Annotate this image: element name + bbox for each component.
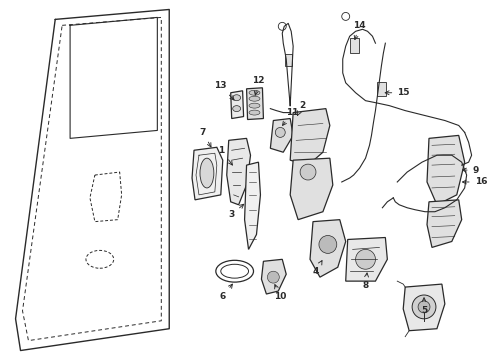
Polygon shape bbox=[289, 109, 329, 165]
Circle shape bbox=[275, 127, 285, 138]
Ellipse shape bbox=[248, 96, 260, 101]
Polygon shape bbox=[246, 88, 263, 120]
Ellipse shape bbox=[248, 103, 260, 108]
Polygon shape bbox=[289, 158, 332, 220]
Polygon shape bbox=[426, 135, 464, 205]
Text: 6: 6 bbox=[219, 284, 232, 301]
Text: 14: 14 bbox=[352, 21, 365, 40]
Polygon shape bbox=[244, 162, 260, 249]
Text: 2: 2 bbox=[297, 101, 305, 116]
Circle shape bbox=[417, 301, 429, 313]
Text: 3: 3 bbox=[228, 204, 243, 219]
Circle shape bbox=[267, 271, 279, 283]
Text: 1: 1 bbox=[218, 146, 232, 165]
Ellipse shape bbox=[232, 95, 240, 101]
Circle shape bbox=[355, 249, 375, 269]
Text: 15: 15 bbox=[385, 88, 409, 97]
Ellipse shape bbox=[248, 110, 260, 115]
Circle shape bbox=[411, 295, 435, 319]
FancyBboxPatch shape bbox=[377, 82, 386, 96]
Polygon shape bbox=[403, 284, 444, 331]
Ellipse shape bbox=[232, 105, 240, 112]
FancyBboxPatch shape bbox=[285, 54, 291, 66]
Polygon shape bbox=[309, 220, 345, 277]
Polygon shape bbox=[226, 138, 250, 205]
Polygon shape bbox=[345, 238, 386, 281]
Text: 10: 10 bbox=[274, 285, 286, 301]
Polygon shape bbox=[270, 118, 293, 152]
Ellipse shape bbox=[248, 90, 260, 95]
Text: 9: 9 bbox=[462, 166, 478, 175]
Text: 8: 8 bbox=[362, 273, 368, 289]
Polygon shape bbox=[426, 200, 461, 247]
Polygon shape bbox=[230, 91, 243, 118]
FancyBboxPatch shape bbox=[349, 38, 358, 53]
Polygon shape bbox=[192, 147, 223, 200]
Text: 4: 4 bbox=[312, 261, 322, 276]
Text: 5: 5 bbox=[420, 298, 427, 315]
Text: 7: 7 bbox=[199, 128, 211, 147]
Polygon shape bbox=[261, 259, 285, 294]
Text: 12: 12 bbox=[252, 76, 264, 95]
Text: 16: 16 bbox=[462, 177, 486, 186]
Text: 13: 13 bbox=[214, 81, 234, 100]
Ellipse shape bbox=[200, 158, 213, 188]
Circle shape bbox=[318, 235, 336, 253]
Circle shape bbox=[300, 164, 315, 180]
Text: 11: 11 bbox=[282, 108, 298, 125]
